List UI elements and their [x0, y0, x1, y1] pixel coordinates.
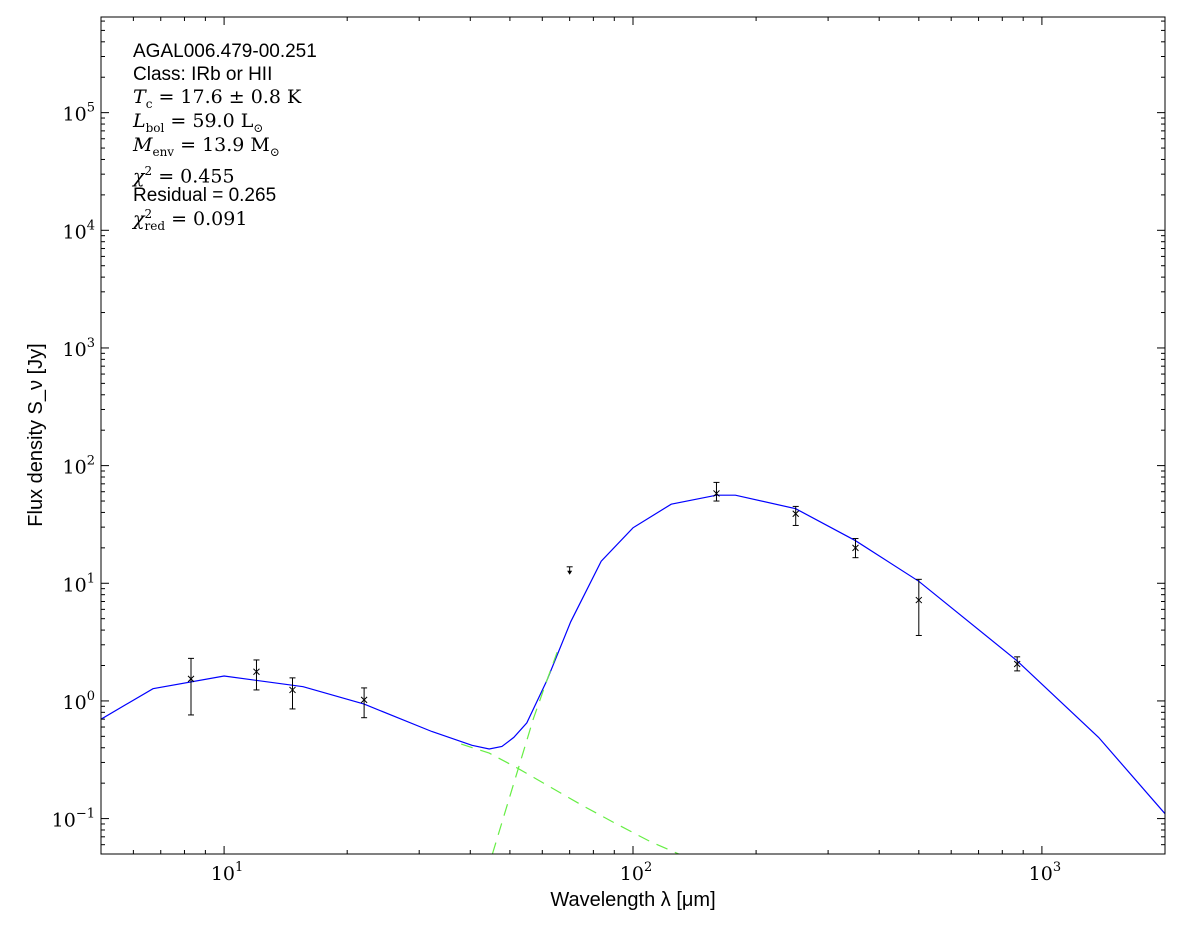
data-marker — [713, 490, 720, 497]
tick-exponent: 2 — [644, 860, 652, 875]
tick-exponent: 0 — [87, 689, 95, 704]
data-marker — [187, 675, 195, 683]
tick-base: 10 — [63, 574, 87, 596]
tick-exponent: 1 — [87, 571, 95, 586]
y-tick-label: 103 — [63, 336, 95, 361]
data-point — [852, 538, 859, 559]
model-component-line-1 — [461, 743, 681, 854]
x-tick-label: 103 — [1029, 860, 1061, 885]
x-tick-label: 101 — [211, 860, 243, 885]
tick-base: 10 — [63, 221, 87, 243]
tick-exponent: 3 — [87, 336, 95, 351]
data-point — [187, 657, 195, 716]
data-marker — [915, 596, 923, 604]
upper-limit-arrow — [567, 570, 573, 575]
x-tick-label: 102 — [620, 860, 652, 885]
tick-base: 10 — [620, 863, 644, 885]
tick-base: 10 — [63, 457, 87, 479]
model-component-line-2 — [491, 646, 560, 854]
data-point — [915, 578, 923, 636]
data-marker — [1013, 660, 1021, 668]
model-curves — [101, 494, 1165, 854]
y-tick-label: 102 — [63, 454, 95, 479]
data-marker — [852, 544, 859, 552]
y-tick-label: 100 — [63, 689, 95, 714]
tick-exponent: −1 — [76, 807, 95, 822]
annotation-tc: Tc = 17.6 ± 0.8 K — [133, 86, 302, 111]
tick-base: 10 — [52, 810, 76, 832]
tick-exponent: 5 — [87, 101, 95, 116]
annotation-lbol: Lbol = 59.0 L⊙ — [133, 110, 264, 135]
tick-base: 10 — [63, 339, 87, 361]
tick-exponent: 4 — [87, 218, 95, 233]
y-tick-label: 104 — [63, 218, 95, 243]
annotation-class: Class: IRb or HII — [133, 64, 273, 85]
annotation-residual: Residual = 0.265 — [133, 185, 277, 206]
data-marker — [792, 510, 800, 518]
annotation-source: AGAL006.479-00.251 — [133, 41, 317, 62]
tick-base: 10 — [63, 692, 87, 714]
y-tick-label: 105 — [63, 101, 95, 126]
y-tick-label: 101 — [63, 571, 95, 596]
annotation-menv: Menv = 13.9 M⊙ — [133, 134, 280, 159]
data-point — [360, 687, 368, 719]
tick-base: 10 — [1029, 863, 1053, 885]
data-marker — [360, 696, 368, 704]
model-total-line — [101, 494, 1165, 815]
y-tick-label: 10−1 — [52, 807, 95, 832]
tick-exponent: 2 — [87, 454, 95, 469]
data-marker — [253, 668, 260, 676]
tick-base: 10 — [211, 863, 235, 885]
tick-exponent: 1 — [235, 860, 243, 875]
data-point — [1013, 656, 1021, 672]
upper-limit-point — [566, 566, 573, 575]
annotation-chi2-red: χ 2 red = 0.091 — [133, 207, 248, 233]
y-axis-label: Flux density S_ν [Jy] — [25, 343, 47, 526]
data-point — [713, 481, 720, 502]
data-points — [187, 481, 1021, 719]
tick-exponent: 3 — [1053, 860, 1061, 875]
data-point — [792, 505, 800, 526]
tick-base: 10 — [63, 104, 87, 126]
data-point — [289, 677, 296, 710]
data-point — [253, 659, 260, 691]
data-marker — [289, 686, 296, 694]
x-axis-label: Wavelength λ [μm] — [550, 889, 715, 911]
annotation-chi2: χ2 = 0.455 — [133, 164, 235, 188]
